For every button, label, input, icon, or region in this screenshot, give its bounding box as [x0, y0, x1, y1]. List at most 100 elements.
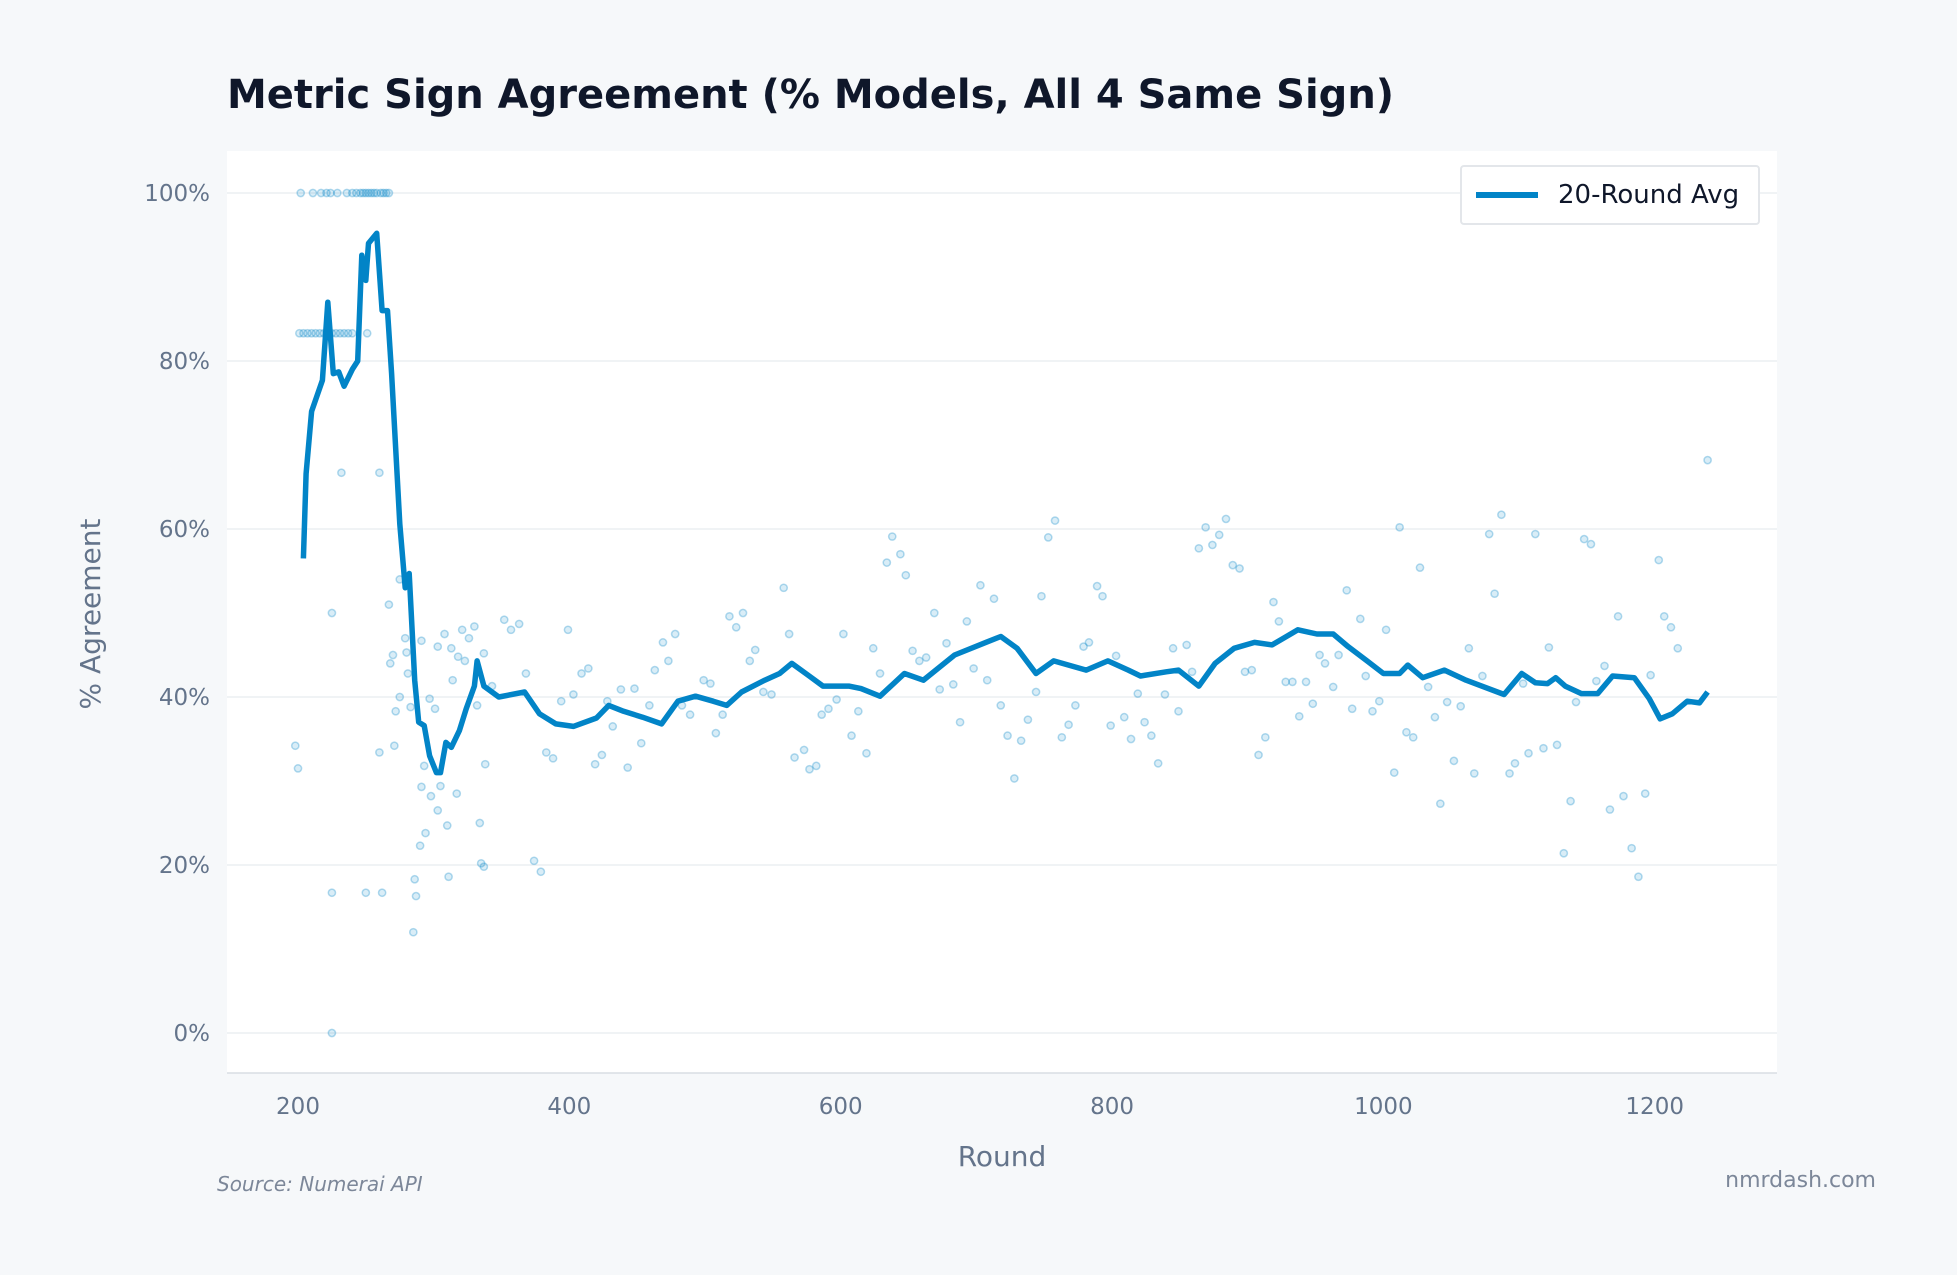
- scatter-point: [1449, 756, 1459, 766]
- scatter-point: [1308, 699, 1318, 709]
- scatter-point: [470, 622, 479, 631]
- scatter-point: [908, 646, 917, 656]
- x-tick-label: 600: [819, 1094, 863, 1120]
- x-tick-label: 800: [1090, 1094, 1134, 1120]
- scatter-point: [1613, 612, 1623, 621]
- scatter-point: [577, 669, 586, 678]
- scatter-point: [976, 580, 985, 590]
- y-ticks: 0% 20% 40% 60% 80% 100%: [144, 181, 210, 1047]
- scatter-point: [1009, 774, 1019, 783]
- scatter-point: [342, 188, 352, 198]
- scatter-point: [1133, 689, 1143, 698]
- scatter-point: [636, 738, 646, 748]
- scatter-point: [738, 608, 748, 618]
- scatter-point: [347, 328, 357, 338]
- scatter-point: [915, 656, 924, 666]
- scatter-point: [1579, 534, 1589, 544]
- scatter-point: [569, 690, 578, 699]
- scatter-point: [590, 759, 600, 769]
- x-tick-label: 400: [547, 1094, 591, 1120]
- scatter-point: [395, 692, 405, 702]
- scatter-point: [790, 753, 799, 762]
- scatter-point: [1098, 591, 1107, 601]
- scatter-point: [650, 665, 660, 675]
- scatter-point: [1208, 540, 1217, 550]
- scatter-point: [955, 717, 965, 727]
- scatter-point: [514, 619, 524, 629]
- scatter-point: [725, 612, 734, 621]
- chart-title: Metric Sign Agreement (% Models, All 4 S…: [227, 72, 1395, 118]
- scatter-point: [1559, 848, 1569, 858]
- scatter-point: [948, 680, 958, 689]
- scatter-point: [419, 761, 429, 771]
- y-tick-label: 40%: [159, 685, 210, 711]
- scatter-point: [1288, 677, 1297, 687]
- scatter-point: [1079, 642, 1088, 651]
- scatter-point: [1023, 715, 1033, 725]
- scatter-point: [417, 782, 426, 792]
- scatter-point: [1634, 872, 1643, 882]
- scatter-point: [339, 328, 349, 338]
- scatter-point: [699, 675, 709, 685]
- scatter-point: [1187, 667, 1197, 677]
- scatter-point: [1430, 712, 1440, 722]
- scatter-point: [664, 656, 673, 666]
- scatter-point: [868, 643, 878, 653]
- scatter-point: [440, 629, 449, 639]
- scatter-point: [364, 188, 373, 198]
- scatter-point: [293, 764, 303, 773]
- scatter-point: [327, 608, 337, 618]
- scatter-point: [1703, 455, 1712, 465]
- scatter-point: [1361, 671, 1371, 681]
- scatter-point: [969, 664, 978, 673]
- scatter-point: [358, 188, 368, 198]
- y-tick-label: 60%: [159, 517, 210, 543]
- x-axis-label: Round: [958, 1140, 1047, 1173]
- scatter-point: [1106, 721, 1116, 730]
- y-tick-label: 80%: [159, 349, 210, 375]
- scatter-point: [347, 188, 357, 198]
- scatter-point: [391, 706, 401, 716]
- scatter-point: [1605, 805, 1615, 814]
- scatter-point: [442, 821, 452, 830]
- scatter-point: [403, 669, 413, 678]
- scatter-point: [1505, 769, 1514, 778]
- scatter-point: [1673, 643, 1683, 653]
- scatter-point: [1119, 712, 1129, 722]
- scatter-point: [608, 722, 618, 731]
- scatter-point: [299, 328, 308, 338]
- scatter-point: [1490, 589, 1499, 599]
- scatter-point: [839, 629, 848, 639]
- scatter-point: [1342, 585, 1352, 595]
- scatter-point: [506, 625, 516, 635]
- scatter-point: [295, 328, 304, 338]
- scatter-point: [658, 638, 668, 647]
- scatter-point: [731, 622, 741, 632]
- scatter-point: [882, 558, 892, 567]
- scatter-point: [847, 731, 856, 740]
- scatter-point: [1221, 514, 1231, 524]
- scatter-point: [1315, 650, 1324, 660]
- scatter-point: [1281, 677, 1291, 687]
- scatter-point: [327, 1028, 337, 1038]
- scatter-point: [406, 702, 415, 712]
- scatter-point: [362, 328, 372, 338]
- scatter-point: [444, 872, 453, 882]
- scatter-point: [563, 625, 573, 635]
- scatter-point: [1654, 555, 1664, 565]
- scatter-point: [1254, 750, 1263, 760]
- scatter-point: [521, 669, 531, 678]
- scatter-point: [1619, 791, 1628, 801]
- scatter-point: [421, 828, 430, 838]
- scatter-point: [1111, 651, 1121, 661]
- scatter-point: [448, 675, 458, 685]
- scatter-point: [369, 188, 379, 198]
- scatter-point: [1031, 687, 1041, 697]
- scatter-point: [1552, 740, 1562, 750]
- scatter-point: [616, 685, 626, 694]
- scatter-point: [1334, 650, 1343, 660]
- scatter-point: [460, 656, 470, 666]
- scatter-point: [327, 888, 337, 898]
- scatter-point: [316, 188, 326, 198]
